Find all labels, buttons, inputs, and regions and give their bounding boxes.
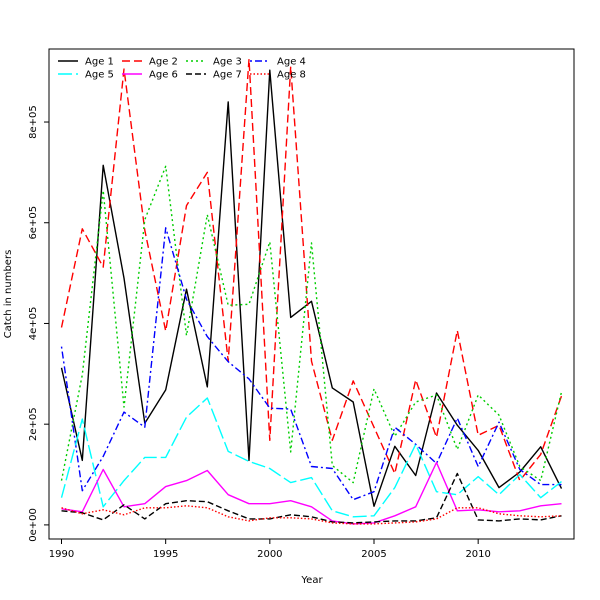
series-line-age-5 (60, 397, 562, 518)
legend: Age 1 Age 2 Age 3 Age 4 Age 5 Age 6 Age 7 Age 8 (58, 57, 306, 81)
legend-label-age-1: Age 1 (85, 57, 114, 68)
series-layer (60, 58, 563, 525)
legend-label-age-4: Age 4 (277, 57, 306, 68)
legend-label-age-2: Age 2 (149, 57, 178, 68)
series-line-age-8 (61, 505, 562, 525)
x-axis: 1990 1995 2000 2005 2010 (49, 538, 491, 560)
legend-label-age-6: Age 6 (149, 70, 178, 81)
plot-frame (48, 48, 575, 540)
x-tick-label: 2000 (257, 549, 282, 560)
series-line-age-7 (61, 472, 562, 524)
series-line-age-4 (60, 227, 562, 501)
y-tick-label: 2e+05 (28, 407, 39, 441)
y-tick-label: 0e+00 (28, 508, 39, 542)
x-tick-label: 2005 (361, 549, 386, 560)
x-tick-label: 2010 (465, 549, 490, 560)
legend-label-age-8: Age 8 (277, 70, 306, 81)
x-tick-label: 1990 (49, 549, 74, 560)
legend-label-age-3: Age 3 (213, 57, 242, 68)
y-tick-label: 4e+05 (28, 307, 39, 341)
series-line-age-3 (60, 165, 563, 484)
legend-label-age-7: Age 7 (213, 70, 242, 81)
y-axis: 0e+00 2e+05 4e+05 6e+05 8e+05 (28, 105, 50, 542)
series-line-age-2 (60, 58, 563, 482)
x-tick-label: 1995 (153, 549, 178, 560)
y-axis-title: Catch in numbers (3, 250, 14, 339)
series-line-age-6 (61, 461, 562, 525)
x-axis-title: Year (300, 575, 323, 586)
y-tick-label: 6e+05 (28, 206, 39, 240)
y-tick-label: 8e+05 (28, 105, 39, 139)
legend-label-age-5: Age 5 (85, 70, 114, 81)
